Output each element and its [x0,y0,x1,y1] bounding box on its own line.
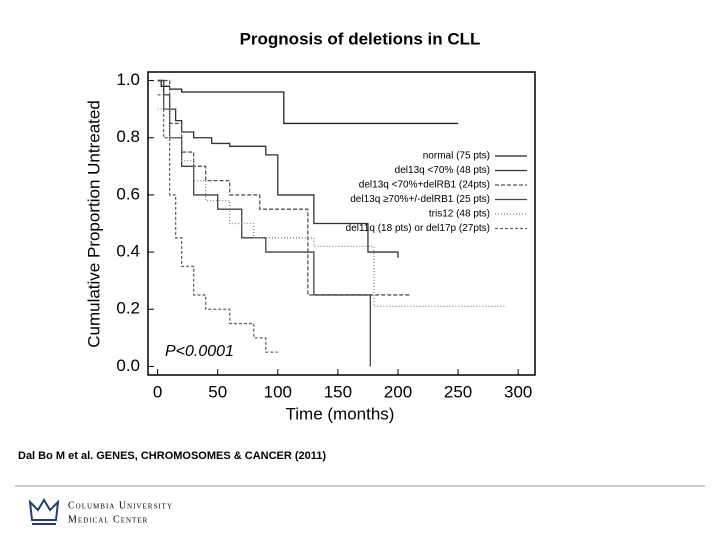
p-value: P<0.0001 [165,343,234,360]
logo-line-2: Medical Center [68,514,148,525]
x-tick-label: 150 [324,382,352,401]
legend-label: normal (75 pts) [423,151,490,162]
x-tick-label: 100 [264,382,292,401]
y-tick-label: 0.4 [116,242,140,261]
survival-curve [157,94,278,353]
x-tick-label: 50 [208,382,227,401]
logo-line-1: Columbia University [68,500,173,511]
y-tick-label: 0.8 [116,127,140,146]
x-tick-label: 250 [444,382,472,401]
citation: Dal Bo M et al. GENES, CHROMOSOMES & CAN… [18,450,326,462]
survival-curve [157,108,507,308]
legend-label: del13q ≥70%+/-delRB1 (25 pts) [350,194,490,205]
x-tick-label: 300 [504,382,532,401]
y-tick-label: 1.0 [116,70,140,89]
plot-frame [147,71,536,376]
logo-crown [28,498,60,525]
legend-label: tris12 (48 pts) [429,209,490,220]
legend-label: del11q (18 pts) or del17p (27pts) [346,223,490,234]
x-axis-label: Time (months) [286,404,395,423]
y-tick-label: 0.0 [116,356,140,375]
slide-title: Prognosis of deletions in CLL [240,29,481,48]
y-tick-label: 0.2 [116,299,140,318]
x-tick-label: 200 [384,382,412,401]
y-tick-label: 0.6 [116,184,140,203]
x-tick-label: 0 [153,382,162,401]
survival-curve [157,79,411,296]
survival-curve [157,79,459,125]
legend-label: del13q <70%+delRB1 (24pts) [359,180,490,191]
legend-label: del13q <70% (48 pts) [395,165,490,176]
y-axis-label: Cumulative Proportion Untreated [84,100,103,348]
